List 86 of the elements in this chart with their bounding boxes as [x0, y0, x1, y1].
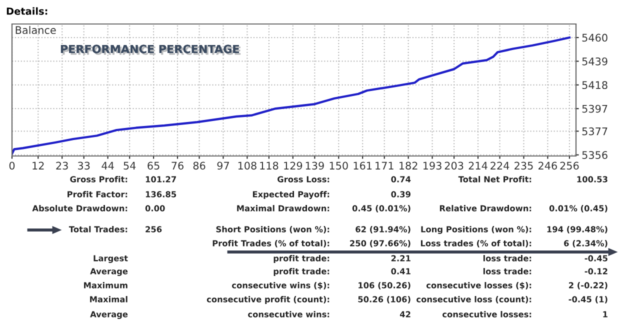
x-tick-label: 86	[193, 162, 206, 170]
text: 0.74	[391, 176, 411, 182]
text: consecutive losses ($):	[426, 282, 532, 290]
text: 100.53	[577, 176, 608, 182]
text: Relative Drawdown:	[440, 205, 532, 212]
text: Largest	[94, 255, 128, 263]
text: 0.45 (0.01%)	[352, 205, 410, 212]
text: 0.39	[391, 191, 410, 198]
line-series	[12, 36, 571, 155]
text: 0.01% (0.45)	[549, 205, 608, 212]
text: Total Trades:	[68, 226, 128, 232]
text: profit trade:	[274, 268, 330, 276]
text: consecutive wins:	[248, 311, 330, 318]
text: consecutive loss (count):	[416, 296, 532, 304]
text: Loss trades (% of total):	[420, 240, 532, 248]
y-tick-label: 5397	[582, 104, 608, 113]
text: 42	[400, 311, 410, 318]
x-tick-label: 171	[376, 162, 394, 170]
x-tick-label: 246	[538, 162, 557, 170]
y-tick-label: 5418	[582, 81, 608, 90]
text: -0.12	[584, 268, 608, 274]
x-tick-label: 65	[148, 162, 160, 170]
x-tick-label: 33	[78, 162, 90, 170]
text: consecutive wins ($):	[232, 282, 330, 290]
x-tick-label: 214	[468, 162, 488, 170]
x-tick-label: 139	[306, 162, 324, 170]
text: Short Positions (won %):	[216, 226, 330, 234]
text: 0.41	[391, 268, 410, 274]
y-tick-label: 5460	[582, 34, 608, 42]
x-tick-label: 76	[172, 162, 184, 170]
text: 50.26 (106)	[358, 296, 410, 304]
text: -0.45	[584, 255, 608, 262]
text: 62 (91.94%)	[356, 226, 410, 234]
y-tick-label: 5356	[582, 151, 608, 159]
text: -0.45 (1)	[568, 296, 608, 304]
x-tick-label: 182	[400, 162, 418, 170]
text: 0.00	[145, 205, 165, 212]
text: profit trade:	[274, 255, 330, 263]
text: 250 (97.66%)	[350, 240, 410, 248]
text: Gross Loss:	[278, 176, 330, 182]
x-tick-label: 235	[514, 162, 533, 170]
text: Long Positions (won %):	[421, 226, 532, 234]
text: Profit Trades (% of total):	[212, 240, 330, 248]
text: 101.27	[146, 176, 176, 182]
x-tick-label: 193	[423, 162, 442, 170]
text: consecutive losses:	[442, 311, 532, 318]
text: Total Net Profit:	[458, 176, 532, 182]
text: loss trade:	[483, 268, 532, 274]
chart-title: Details:	[6, 7, 48, 15]
text: 2 (-0.22)	[568, 282, 608, 290]
x-tick-label: 203	[444, 162, 464, 170]
x-tick-label: 54	[124, 162, 136, 170]
text: PERFORMANCE PERCENTAGE	[60, 44, 241, 55]
y-tick-label: 5377	[582, 127, 608, 136]
text: 106 (50.26)	[358, 282, 410, 290]
text: Maximum	[84, 282, 128, 288]
x-tick-label: 161	[354, 162, 372, 170]
text: 2.21	[391, 255, 410, 262]
x-tick-label: 12	[32, 162, 44, 170]
x-tick-label: 256	[560, 162, 579, 170]
x-tick-label: 97	[217, 162, 229, 170]
x-tick-label: 108	[238, 162, 256, 170]
y-tick-label: 5439	[582, 57, 608, 66]
text: Average	[90, 268, 128, 276]
x-tick-label: 0	[9, 162, 15, 170]
x-tick-label: 224	[490, 162, 510, 170]
x-tick-label: 118	[260, 162, 278, 170]
x-tick-label: 129	[284, 162, 302, 170]
x-tick-label: 150	[330, 162, 348, 170]
x-tick-label: 23	[56, 162, 68, 170]
text: Gross Profit:	[70, 176, 128, 182]
x-tick-label: 44	[102, 162, 114, 170]
text: Maximal	[90, 296, 128, 302]
text: Maximal Drawdown:	[237, 205, 330, 212]
text: Profit Factor:	[68, 191, 128, 198]
text: Expected Payoff:	[252, 191, 330, 199]
text: Balance	[16, 26, 56, 34]
text: 1	[603, 311, 608, 318]
text: loss trade:	[483, 255, 532, 262]
text: consecutive profit (count):	[206, 296, 330, 304]
text: 194 (99.48%)	[547, 226, 608, 234]
text: 256	[146, 226, 162, 232]
text: 136.85	[146, 191, 176, 198]
text: Average	[90, 311, 128, 319]
text: 6 (2.34%)	[564, 240, 608, 248]
text: Absolute Drawdown:	[32, 205, 128, 212]
